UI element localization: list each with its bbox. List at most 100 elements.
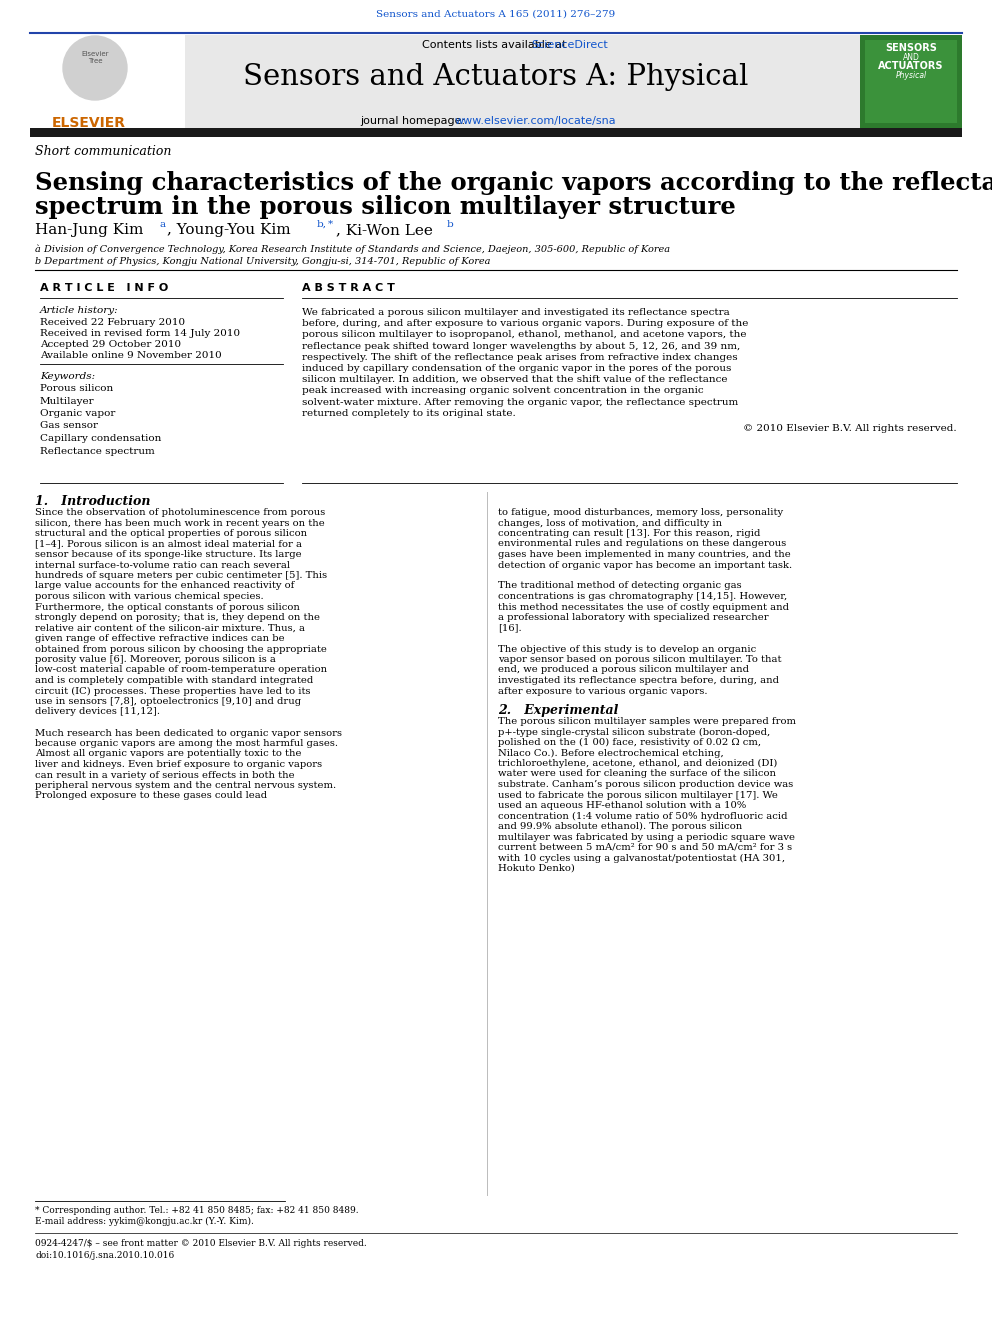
Text: doi:10.1016/j.sna.2010.10.016: doi:10.1016/j.sna.2010.10.016: [35, 1252, 175, 1259]
Text: hundreds of square meters per cubic centimeter [5]. This: hundreds of square meters per cubic cent…: [35, 572, 327, 579]
Text: journal homepage:: journal homepage:: [360, 116, 468, 126]
Text: Received 22 February 2010: Received 22 February 2010: [40, 318, 186, 327]
Text: current between 5 mA/cm² for 90 s and 50 mA/cm² for 3 s: current between 5 mA/cm² for 90 s and 50…: [498, 843, 793, 852]
Text: The traditional method of detecting organic gas: The traditional method of detecting orga…: [498, 582, 742, 590]
Text: Organic vapor: Organic vapor: [40, 409, 115, 418]
Text: substrate. Canham’s porous silicon production device was: substrate. Canham’s porous silicon produ…: [498, 781, 794, 789]
Text: can result in a variety of serious effects in both the: can result in a variety of serious effec…: [35, 770, 295, 779]
Text: because organic vapors are among the most harmful gases.: because organic vapors are among the mos…: [35, 740, 338, 747]
Text: The porous silicon multilayer samples were prepared from: The porous silicon multilayer samples we…: [498, 717, 796, 726]
Text: solvent-water mixture. After removing the organic vapor, the reflectance spectru: solvent-water mixture. After removing th…: [302, 398, 738, 406]
Text: polished on the (1 00) face, resistivity of 0.02 Ω cm,: polished on the (1 00) face, resistivity…: [498, 738, 761, 747]
Text: Received in revised form 14 July 2010: Received in revised form 14 July 2010: [40, 329, 240, 337]
Text: , Young-You Kim: , Young-You Kim: [167, 224, 291, 237]
Text: 0924-4247/$ – see front matter © 2010 Elsevier B.V. All rights reserved.: 0924-4247/$ – see front matter © 2010 El…: [35, 1240, 367, 1248]
Text: , Ki-Won Lee: , Ki-Won Lee: [336, 224, 433, 237]
Text: before, during, and after exposure to various organic vapors. During exposure of: before, during, and after exposure to va…: [302, 319, 748, 328]
Text: A B S T R A C T: A B S T R A C T: [302, 283, 395, 292]
Text: www.elsevier.com/locate/sna: www.elsevier.com/locate/sna: [455, 116, 617, 126]
Text: multilayer was fabricated by using a periodic square wave: multilayer was fabricated by using a per…: [498, 832, 795, 841]
Text: Elsevier
Tree: Elsevier Tree: [81, 52, 109, 64]
Text: ELSEVIER: ELSEVIER: [52, 116, 126, 130]
Text: peripheral nervous system and the central nervous system.: peripheral nervous system and the centra…: [35, 781, 336, 790]
Text: water were used for cleaning the surface of the silicon: water were used for cleaning the surface…: [498, 770, 776, 778]
Text: Almost all organic vapors are potentially toxic to the: Almost all organic vapors are potentiall…: [35, 750, 302, 758]
Text: concentration (1:4 volume ratio of 50% hydrofluoric acid: concentration (1:4 volume ratio of 50% h…: [498, 811, 788, 820]
Text: changes, loss of motivation, and difficulty in: changes, loss of motivation, and difficu…: [498, 519, 722, 528]
Text: SENSORS: SENSORS: [885, 44, 936, 53]
Circle shape: [63, 36, 127, 101]
Text: returned completely to its original state.: returned completely to its original stat…: [302, 409, 516, 418]
FancyBboxPatch shape: [30, 128, 962, 138]
Text: to fatigue, mood disturbances, memory loss, personality: to fatigue, mood disturbances, memory lo…: [498, 508, 783, 517]
Text: The objective of this study is to develop an organic: The objective of this study is to develo…: [498, 644, 756, 654]
Text: b: b: [447, 220, 453, 229]
Text: porous silicon multilayer to isopropanol, ethanol, methanol, and acetone vapors,: porous silicon multilayer to isopropanol…: [302, 331, 747, 340]
FancyBboxPatch shape: [30, 34, 962, 128]
Text: after exposure to various organic vapors.: after exposure to various organic vapors…: [498, 687, 707, 696]
Text: We fabricated a porous silicon multilayer and investigated its reflectance spect: We fabricated a porous silicon multilaye…: [302, 308, 730, 318]
Text: © 2010 Elsevier B.V. All rights reserved.: © 2010 Elsevier B.V. All rights reserved…: [743, 423, 957, 433]
Text: large value accounts for the enhanced reactivity of: large value accounts for the enhanced re…: [35, 582, 295, 590]
Text: Furthermore, the optical constants of porous silicon: Furthermore, the optical constants of po…: [35, 602, 300, 611]
Text: Article history:: Article history:: [40, 306, 119, 315]
Text: trichloroethylene, acetone, ethanol, and deionized (DI): trichloroethylene, acetone, ethanol, and…: [498, 759, 778, 769]
Text: Reflectance spectrum: Reflectance spectrum: [40, 446, 155, 455]
Text: environmental rules and regulations on these dangerous: environmental rules and regulations on t…: [498, 540, 787, 549]
Text: and is completely compatible with standard integrated: and is completely compatible with standa…: [35, 676, 313, 685]
FancyBboxPatch shape: [30, 34, 185, 128]
Text: Since the observation of photoluminescence from porous: Since the observation of photoluminescen…: [35, 508, 325, 517]
Text: Nilaco Co.). Before electrochemical etching,: Nilaco Co.). Before electrochemical etch…: [498, 749, 724, 758]
Text: Gas sensor: Gas sensor: [40, 422, 98, 430]
Text: Sensors and Actuators A 165 (2011) 276–279: Sensors and Actuators A 165 (2011) 276–2…: [376, 11, 616, 19]
Text: Sensors and Actuators A: Physical: Sensors and Actuators A: Physical: [243, 64, 749, 91]
Text: Much research has been dedicated to organic vapor sensors: Much research has been dedicated to orga…: [35, 729, 342, 737]
Text: end, we produced a porous silicon multilayer and: end, we produced a porous silicon multil…: [498, 665, 749, 675]
Text: Hokuto Denko): Hokuto Denko): [498, 864, 575, 873]
Text: spectrum in the porous silicon multilayer structure: spectrum in the porous silicon multilaye…: [35, 194, 736, 220]
Text: internal surface-to-volume ratio can reach several: internal surface-to-volume ratio can rea…: [35, 561, 290, 569]
Text: ScienceDirect: ScienceDirect: [532, 40, 608, 50]
Text: structural and the optical properties of porous silicon: structural and the optical properties of…: [35, 529, 308, 538]
FancyBboxPatch shape: [865, 40, 957, 123]
Text: *: *: [328, 220, 333, 229]
Text: Sensing characteristics of the organic vapors according to the reflectance: Sensing characteristics of the organic v…: [35, 171, 992, 194]
FancyBboxPatch shape: [860, 34, 962, 128]
Text: Physical: Physical: [896, 71, 927, 79]
Text: relative air content of the silicon-air mixture. Thus, a: relative air content of the silicon-air …: [35, 623, 305, 632]
Text: use in sensors [7,8], optoelectronics [9,10] and drug: use in sensors [7,8], optoelectronics [9…: [35, 697, 302, 706]
Text: b,: b,: [317, 220, 327, 229]
Text: and 99.9% absolute ethanol). The porous silicon: and 99.9% absolute ethanol). The porous …: [498, 822, 742, 831]
Text: used to fabricate the porous silicon multilayer [17]. We: used to fabricate the porous silicon mul…: [498, 791, 778, 799]
Text: given range of effective refractive indices can be: given range of effective refractive indi…: [35, 634, 285, 643]
Text: induced by capillary condensation of the organic vapor in the pores of the porou: induced by capillary condensation of the…: [302, 364, 731, 373]
Text: concentrations is gas chromatography [14,15]. However,: concentrations is gas chromatography [14…: [498, 591, 788, 601]
Text: respectively. The shift of the reflectance peak arises from refractive index cha: respectively. The shift of the reflectan…: [302, 353, 738, 361]
Text: Accepted 29 October 2010: Accepted 29 October 2010: [40, 340, 182, 349]
Text: Keywords:: Keywords:: [40, 372, 95, 381]
Text: Han-Jung Kim: Han-Jung Kim: [35, 224, 144, 237]
Text: ACTUATORS: ACTUATORS: [878, 61, 943, 71]
Text: strongly depend on porosity; that is, they depend on the: strongly depend on porosity; that is, th…: [35, 613, 320, 622]
Text: concentrating can result [13]. For this reason, rigid: concentrating can result [13]. For this …: [498, 529, 761, 538]
Text: investigated its reflectance spectra before, during, and: investigated its reflectance spectra bef…: [498, 676, 779, 685]
Text: low-cost material capable of room-temperature operation: low-cost material capable of room-temper…: [35, 665, 327, 675]
Text: à Division of Convergence Technology, Korea Research Institute of Standards and : à Division of Convergence Technology, Ko…: [35, 245, 671, 254]
Text: * Corresponding author. Tel.: +82 41 850 8485; fax: +82 41 850 8489.: * Corresponding author. Tel.: +82 41 850…: [35, 1207, 359, 1215]
Text: E-mail address: yykim@kongju.ac.kr (Y.-Y. Kim).: E-mail address: yykim@kongju.ac.kr (Y.-Y…: [35, 1217, 254, 1226]
Text: porosity value [6]. Moreover, porous silicon is a: porosity value [6]. Moreover, porous sil…: [35, 655, 276, 664]
Text: detection of organic vapor has become an important task.: detection of organic vapor has become an…: [498, 561, 793, 569]
Text: Multilayer: Multilayer: [40, 397, 94, 406]
Text: porous silicon with various chemical species.: porous silicon with various chemical spe…: [35, 591, 264, 601]
Text: [16].: [16].: [498, 623, 522, 632]
Text: used an aqueous HF-ethanol solution with a 10%: used an aqueous HF-ethanol solution with…: [498, 800, 746, 810]
Text: liver and kidneys. Even brief exposure to organic vapors: liver and kidneys. Even brief exposure t…: [35, 759, 322, 769]
Text: Porous silicon: Porous silicon: [40, 384, 113, 393]
Text: circuit (IC) processes. These properties have led to its: circuit (IC) processes. These properties…: [35, 687, 310, 696]
Text: b Department of Physics, Kongju National University, Gongju-si, 314-701, Republi: b Department of Physics, Kongju National…: [35, 257, 490, 266]
Text: gases have been implemented in many countries, and the: gases have been implemented in many coun…: [498, 550, 791, 560]
Text: this method necessitates the use of costly equipment and: this method necessitates the use of cost…: [498, 602, 789, 611]
Text: delivery devices [11,12].: delivery devices [11,12].: [35, 708, 160, 717]
Text: obtained from porous silicon by choosing the appropriate: obtained from porous silicon by choosing…: [35, 644, 327, 654]
Text: AND: AND: [903, 53, 920, 62]
